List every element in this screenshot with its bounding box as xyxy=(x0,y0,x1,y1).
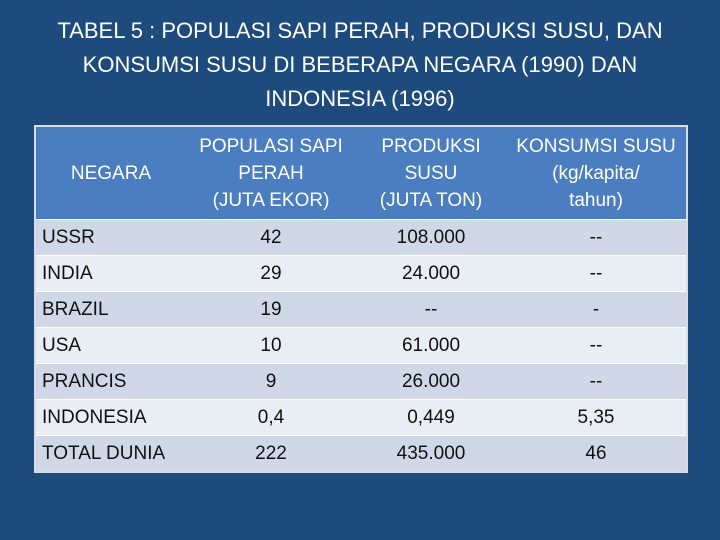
cell-populasi: 0,4 xyxy=(186,399,356,436)
header-produksi: PRODUKSI SUSU (JUTA TON) xyxy=(356,127,506,220)
data-table: NEGARA POPULASI SAPI PERAH (JUTA EKOR) P… xyxy=(36,127,686,471)
data-table-container: NEGARA POPULASI SAPI PERAH (JUTA EKOR) P… xyxy=(34,125,688,473)
cell-produksi: -- xyxy=(356,291,506,328)
cell-populasi: 222 xyxy=(186,435,356,471)
cell-produksi: 0,449 xyxy=(356,399,506,436)
title-line-2: KONSUMSI SUSU DI BEBERAPA NEGARA (1990) … xyxy=(82,52,638,77)
cell-konsumsi: - xyxy=(506,291,686,328)
cell-konsumsi: 5,35 xyxy=(506,399,686,436)
page-title: TABEL 5 : POPULASI SAPI PERAH, PRODUKSI … xyxy=(20,14,700,116)
cell-populasi: 10 xyxy=(186,327,356,364)
cell-konsumsi: -- xyxy=(506,327,686,364)
cell-populasi: 42 xyxy=(186,219,356,256)
table-row: INDONESIA 0,4 0,449 5,35 xyxy=(36,399,686,436)
table-row: PRANCIS 9 26.000 -- xyxy=(36,363,686,400)
cell-konsumsi: -- xyxy=(506,219,686,256)
cell-negara: PRANCIS xyxy=(36,363,186,400)
table-row: INDIA 29 24.000 -- xyxy=(36,255,686,292)
header-populasi: POPULASI SAPI PERAH (JUTA EKOR) xyxy=(186,127,356,220)
cell-konsumsi: 46 xyxy=(506,435,686,471)
table-header-row: NEGARA POPULASI SAPI PERAH (JUTA EKOR) P… xyxy=(36,127,686,220)
cell-produksi: 24.000 xyxy=(356,255,506,292)
cell-negara: USA xyxy=(36,327,186,364)
cell-produksi: 435.000 xyxy=(356,435,506,471)
header-konsumsi: KONSUMSI SUSU (kg/kapita/ tahun) xyxy=(506,127,686,220)
table-row: USSR 42 108.000 -- xyxy=(36,219,686,256)
title-line-1: TABEL 5 : POPULASI SAPI PERAH, PRODUKSI … xyxy=(57,18,663,43)
cell-populasi: 9 xyxy=(186,363,356,400)
cell-negara: USSR xyxy=(36,219,186,256)
cell-produksi: 108.000 xyxy=(356,219,506,256)
table-row: TOTAL DUNIA 222 435.000 46 xyxy=(36,435,686,471)
cell-negara: INDONESIA xyxy=(36,399,186,436)
title-line-3: INDONESIA (1996) xyxy=(265,86,455,111)
cell-populasi: 19 xyxy=(186,291,356,328)
cell-populasi: 29 xyxy=(186,255,356,292)
cell-konsumsi: -- xyxy=(506,255,686,292)
cell-negara: BRAZIL xyxy=(36,291,186,328)
table-row: USA 10 61.000 -- xyxy=(36,327,686,364)
table-row: BRAZIL 19 -- - xyxy=(36,291,686,328)
cell-negara: TOTAL DUNIA xyxy=(36,435,186,471)
header-negara: NEGARA xyxy=(36,127,186,220)
cell-konsumsi: -- xyxy=(506,363,686,400)
cell-produksi: 61.000 xyxy=(356,327,506,364)
cell-negara: INDIA xyxy=(36,255,186,292)
cell-produksi: 26.000 xyxy=(356,363,506,400)
